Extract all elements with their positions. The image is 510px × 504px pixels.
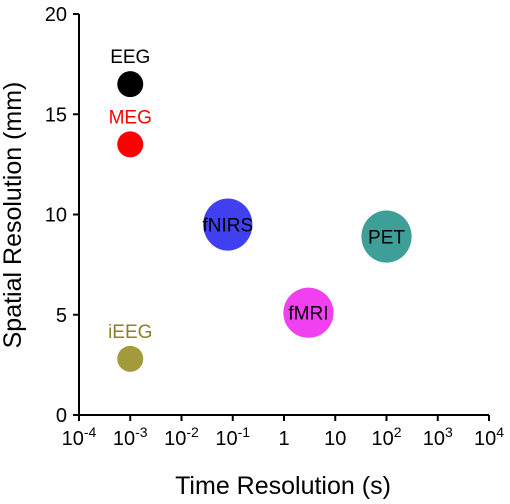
chart-marks: fNIRS PET fMRI EEG MEG iEEG	[108, 47, 412, 372]
y-axis-title: Spatial Resolution (mm)	[0, 82, 27, 349]
x-tick-label: 103	[423, 424, 453, 450]
x-tick-label: 10-1	[215, 424, 250, 450]
y-tick-label: 5	[56, 305, 67, 327]
region-fmri	[283, 287, 334, 338]
x-tick-label: 10-3	[113, 424, 148, 450]
point-label-meg: MEG	[109, 107, 152, 128]
point-label-ieeg: iEEG	[108, 322, 152, 343]
axis-ticks: 0 5 10 15 20 10-4 10-3 10-2 10-1 1 10 102 103 104	[45, 4, 504, 450]
region-label-pet: PET	[368, 228, 405, 249]
x-tick-label: 102	[371, 424, 401, 450]
region-label-fmri: fMRI	[288, 304, 328, 325]
point-meg	[117, 131, 144, 158]
x-tick-label: 10	[324, 428, 346, 450]
region-fnirs	[203, 198, 253, 251]
point-ieeg	[117, 345, 144, 372]
point-label-eeg: EEG	[110, 47, 150, 68]
x-tick-label: 10-4	[62, 424, 97, 450]
y-tick-label: 0	[56, 405, 67, 427]
x-tick-label: 104	[474, 424, 504, 450]
x-tick-label: 1	[278, 428, 289, 450]
y-tick-label: 20	[45, 4, 67, 26]
y-tick-label: 15	[45, 104, 67, 126]
x-axis-title: Time Resolution (s)	[175, 472, 391, 500]
y-tick-label: 10	[45, 205, 67, 227]
point-eeg	[117, 71, 144, 98]
region-label-fnirs: fNIRS	[202, 216, 253, 237]
x-tick-label: 10-2	[164, 424, 199, 450]
region-pet	[361, 210, 412, 263]
